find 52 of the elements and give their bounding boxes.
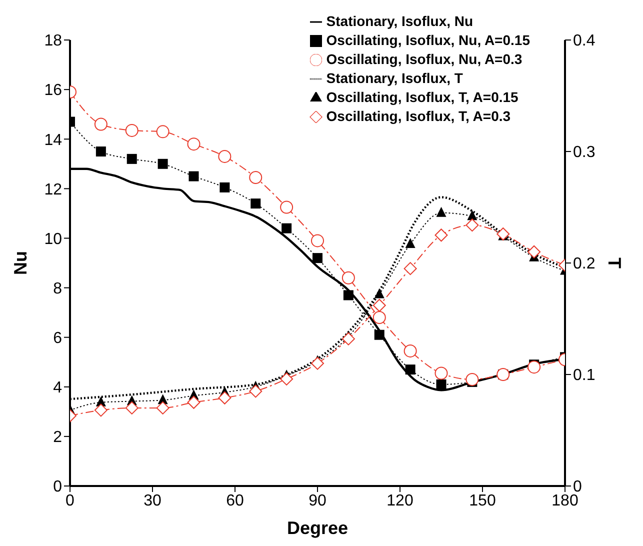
point xyxy=(467,210,478,220)
legend-label: Stationary, Isoflux, T xyxy=(326,70,463,86)
point xyxy=(96,146,106,156)
point xyxy=(126,154,137,164)
point xyxy=(312,253,322,264)
y2-axis-title: T xyxy=(604,258,625,268)
legend-label: Oscillating, Isoflux, Nu, A=0.3 xyxy=(326,51,522,67)
y-tick-label: 4 xyxy=(53,380,62,397)
y2-tick-label: 0.4 xyxy=(573,32,596,50)
legend-label: Oscillating, Isoflux, Nu, A=0.15 xyxy=(326,32,530,48)
point xyxy=(528,360,541,374)
point xyxy=(374,288,384,298)
x-tick-label: 90 xyxy=(308,492,326,510)
point xyxy=(280,372,294,386)
point xyxy=(496,228,510,241)
y-tick-label: 16 xyxy=(44,82,62,100)
y2-tick-label: 0.2 xyxy=(573,256,596,273)
point xyxy=(342,332,355,346)
y-tick-label: 2 xyxy=(53,429,62,446)
point xyxy=(250,198,261,209)
point xyxy=(405,364,416,375)
x-tick-label: 150 xyxy=(469,492,496,510)
y-tick-label: 6 xyxy=(53,330,62,348)
point xyxy=(282,223,292,234)
y-tick-label: 10 xyxy=(44,230,62,248)
y-axis-title: Nu xyxy=(10,251,30,275)
point xyxy=(436,206,446,217)
x-tick-label: 30 xyxy=(144,492,162,510)
y-tick-label: 12 xyxy=(44,181,62,198)
y2-tick-label: 0.3 xyxy=(573,144,596,162)
point xyxy=(343,290,354,300)
y2-tick-label: 0.1 xyxy=(573,367,596,384)
y-tick-label: 8 xyxy=(53,280,62,298)
legend-label: Stationary, Isoflux, Nu xyxy=(326,13,474,29)
x-tick-label: 0 xyxy=(66,492,75,510)
x-tick-label: 120 xyxy=(386,492,414,510)
point xyxy=(311,356,324,370)
y-tick-label: 18 xyxy=(44,32,62,50)
legend-label: Oscillating, Isoflux, T, A=0.3 xyxy=(326,108,511,124)
point xyxy=(220,182,230,192)
point xyxy=(374,330,384,340)
point xyxy=(466,372,479,386)
x-axis-title: Degree xyxy=(286,518,348,538)
point xyxy=(405,238,416,248)
x-tick-label: 60 xyxy=(226,492,244,510)
point xyxy=(158,158,168,169)
x-tick-label: 180 xyxy=(552,492,578,510)
point xyxy=(188,171,199,182)
point xyxy=(436,379,446,390)
legend-label: Oscillating, Isoflux, T, A=0.15 xyxy=(326,89,518,105)
y-tick-label: 14 xyxy=(44,132,62,149)
y-tick-label: 0 xyxy=(53,478,62,496)
